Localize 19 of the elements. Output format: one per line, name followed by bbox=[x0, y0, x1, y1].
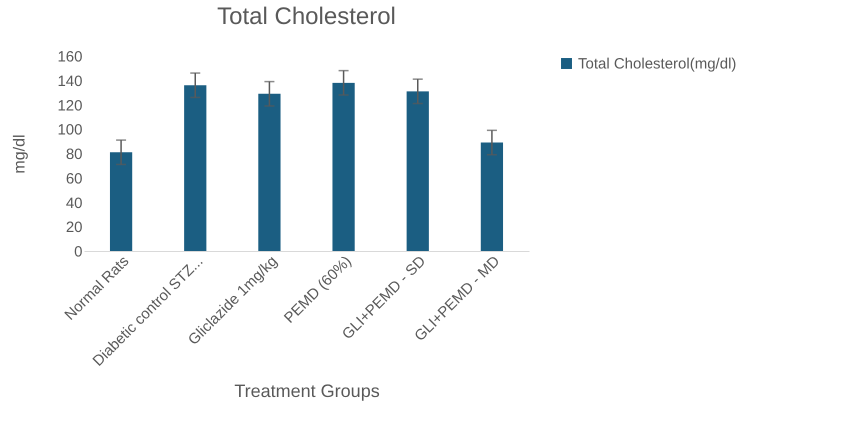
y-tick-label: 140 bbox=[57, 72, 82, 90]
y-axis-title: mg/dl bbox=[11, 134, 28, 174]
y-tick-label: 80 bbox=[66, 146, 82, 163]
y-tick-label: 120 bbox=[57, 97, 82, 114]
y-tick-label: 60 bbox=[66, 170, 82, 188]
y-tick-label: 20 bbox=[66, 219, 82, 236]
y-tick-label: 40 bbox=[66, 194, 82, 212]
bar bbox=[258, 94, 281, 251]
y-tick-label: 0 bbox=[74, 244, 82, 260]
x-axis-title: Treatment Groups bbox=[234, 381, 380, 402]
bar bbox=[480, 142, 504, 251]
bar bbox=[110, 152, 132, 251]
y-tick-label: 160 bbox=[57, 48, 82, 66]
bar bbox=[332, 82, 355, 251]
bar bbox=[406, 91, 429, 251]
legend-label: Total Cholesterol(mg/dl) bbox=[578, 56, 736, 72]
bar bbox=[184, 85, 206, 251]
y-tick-label: 100 bbox=[57, 122, 82, 139]
chart-title: Total Cholesterol bbox=[217, 3, 396, 30]
